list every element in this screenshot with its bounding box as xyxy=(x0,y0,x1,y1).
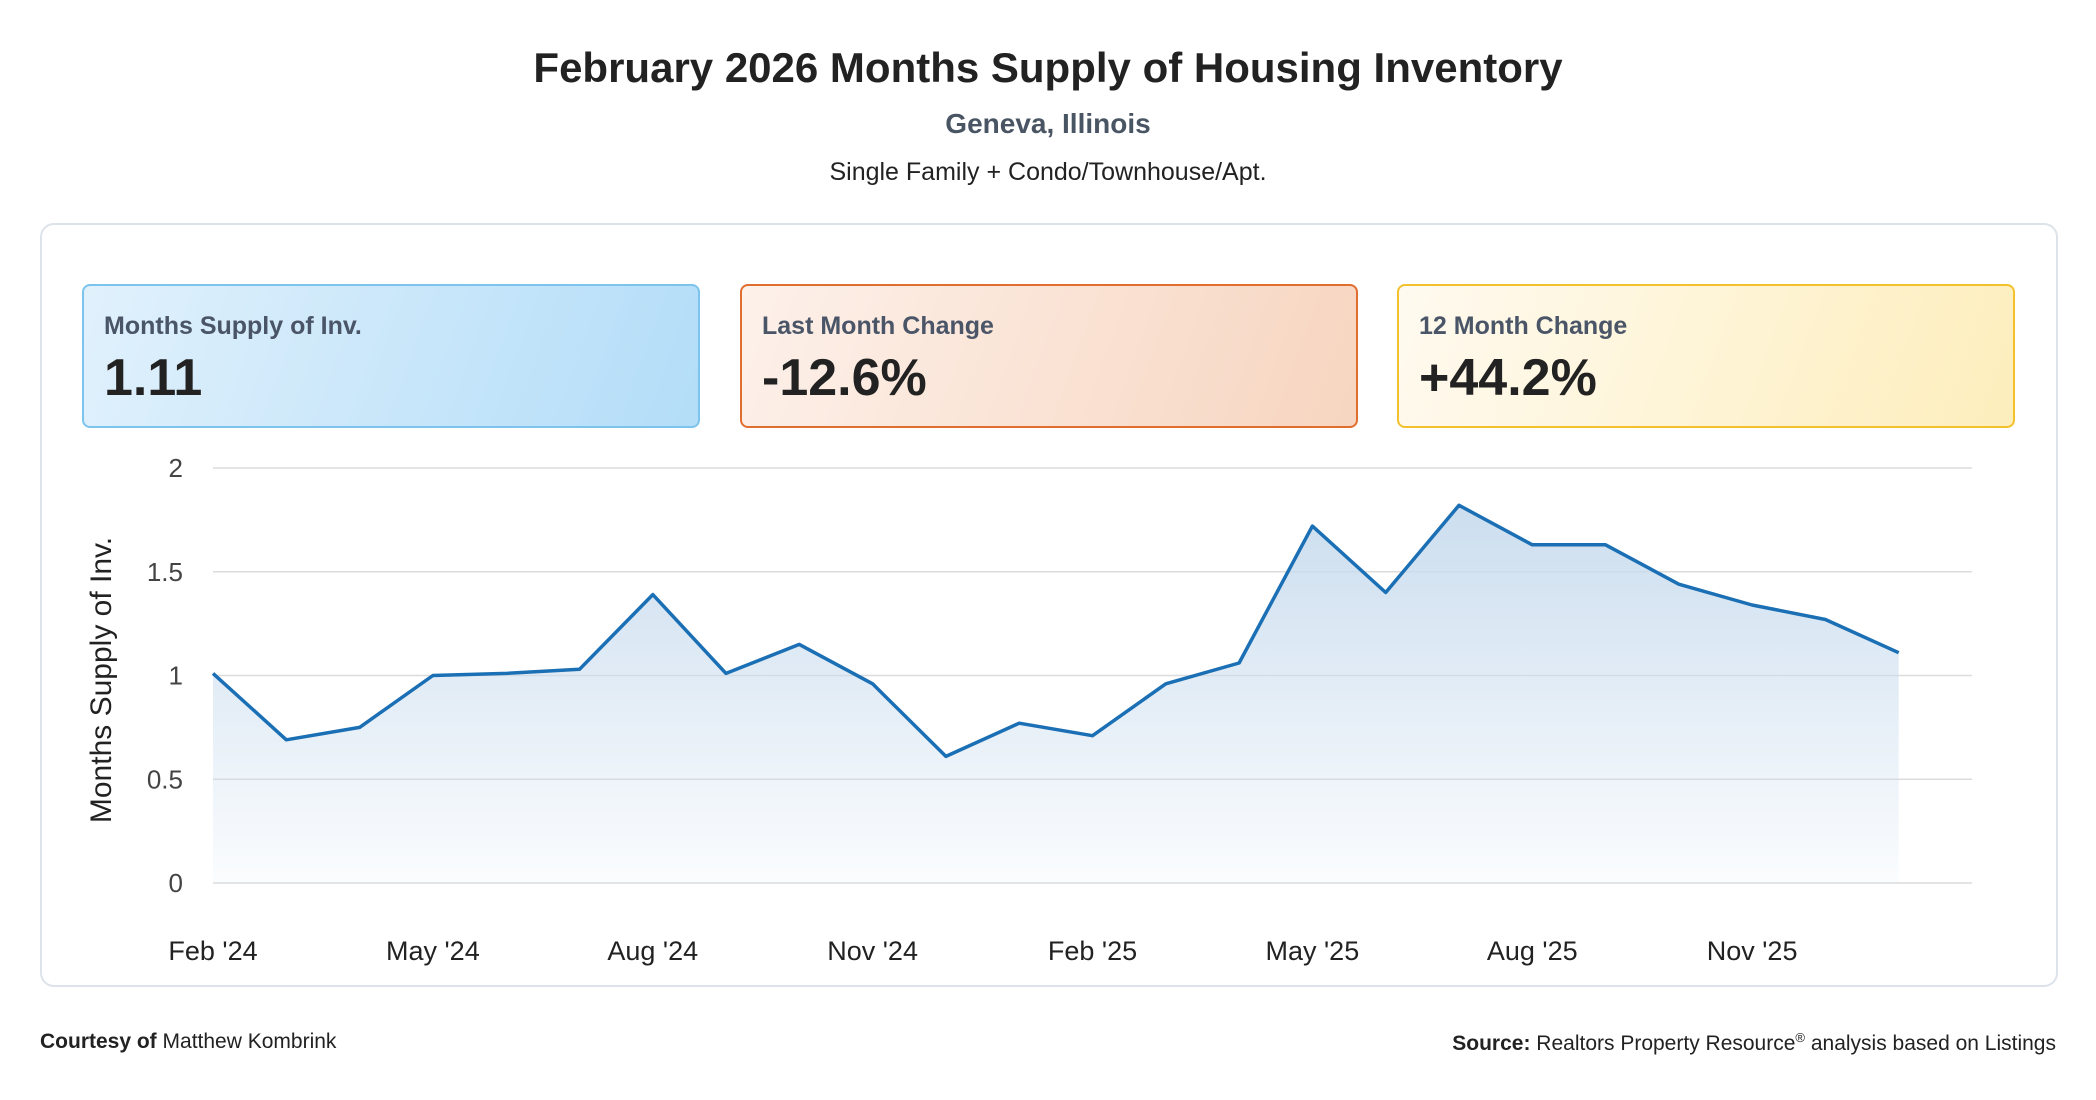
x-tick-label: Nov '24 xyxy=(827,936,918,966)
y-tick-label: 1 xyxy=(169,661,183,691)
courtesy-label: Courtesy of xyxy=(40,1030,157,1053)
stat-card-value: -12.6% xyxy=(762,349,927,407)
stat-card-value: +44.2% xyxy=(1419,349,1597,407)
area-layer xyxy=(213,505,1899,883)
source-footer: Source: Realtors Property Resource® anal… xyxy=(1452,1030,2056,1056)
location-subtitle: Geneva, Illinois xyxy=(945,108,1151,139)
y-tick-label: 0 xyxy=(169,868,183,898)
stat-card-12-month-change: 12 Month Change +44.2% xyxy=(1397,284,2015,428)
x-tick-label: Aug '24 xyxy=(607,936,698,966)
stat-card-months-supply: Months Supply of Inv. 1.11 xyxy=(82,284,700,428)
x-axis-ticks: Feb '24 May '24 Aug '24 Nov '24 Feb '25 May '… xyxy=(168,936,1797,966)
y-axis-ticks: 0 0.5 1 1.5 2 xyxy=(147,453,183,898)
stat-card-label: Last Month Change xyxy=(762,312,994,340)
chart-title: February 2026 Months Supply of Housing I… xyxy=(533,44,1563,91)
stat-card-label: Months Supply of Inv. xyxy=(104,312,362,340)
y-tick-label: 2 xyxy=(169,453,183,483)
registered-mark: ® xyxy=(1795,1030,1805,1045)
x-tick-label: Aug '25 xyxy=(1487,936,1578,966)
y-tick-label: 0.5 xyxy=(147,764,183,794)
months-supply-chart: 00.511.52 Feb '24 May '24 Aug '24 Nov '24 Fe… xyxy=(85,453,1972,966)
stat-card-value: 1.11 xyxy=(104,349,203,407)
x-tick-label: Feb '25 xyxy=(1048,936,1137,966)
x-tick-label: May '24 xyxy=(386,936,480,966)
x-tick-label: Nov '25 xyxy=(1707,936,1798,966)
line-layer xyxy=(211,503,1900,759)
property-type-subtitle: Single Family + Condo/Townhouse/Apt. xyxy=(829,158,1267,186)
series-area xyxy=(213,505,1899,883)
courtesy-footer: Courtesy of Matthew Kombrink xyxy=(40,1030,336,1054)
y-axis-label: Months Supply of Inv. xyxy=(85,537,118,823)
x-tick-label: Feb '24 xyxy=(168,936,257,966)
series-line xyxy=(211,503,1900,759)
source-text: Realtors Property Resource xyxy=(1536,1032,1796,1055)
source-suffix: analysis based on Listings xyxy=(1805,1032,2056,1055)
stat-card-label: 12 Month Change xyxy=(1419,312,1628,340)
stat-card-last-month-change: Last Month Change -12.6% xyxy=(740,284,1358,428)
y-tick-label: 1.5 xyxy=(147,557,183,587)
x-tick-label: May '25 xyxy=(1266,936,1360,966)
source-label: Source: xyxy=(1452,1032,1531,1055)
courtesy-name: Matthew Kombrink xyxy=(162,1030,337,1053)
